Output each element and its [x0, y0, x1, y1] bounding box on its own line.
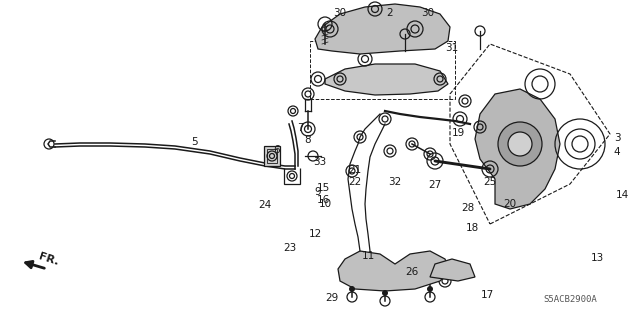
- Text: 8: 8: [305, 135, 311, 145]
- Text: 17: 17: [481, 290, 493, 300]
- Text: 30: 30: [421, 8, 435, 18]
- Text: 12: 12: [308, 229, 322, 239]
- Text: 11: 11: [362, 251, 374, 261]
- Text: 33: 33: [314, 157, 326, 167]
- Text: 7: 7: [297, 123, 303, 133]
- Text: 4: 4: [614, 147, 620, 157]
- Polygon shape: [315, 4, 450, 54]
- Text: 5: 5: [192, 137, 198, 147]
- Circle shape: [349, 286, 355, 292]
- Text: 13: 13: [590, 253, 604, 263]
- Text: 18: 18: [465, 223, 479, 233]
- Text: 14: 14: [616, 190, 628, 200]
- Text: 6: 6: [274, 145, 280, 155]
- Bar: [267, 149, 277, 163]
- Text: 3: 3: [614, 133, 620, 143]
- Bar: [264, 146, 280, 166]
- Polygon shape: [338, 251, 450, 291]
- Text: S5ACB2900A: S5ACB2900A: [543, 294, 597, 303]
- Text: 26: 26: [405, 267, 419, 277]
- Text: 21: 21: [348, 165, 362, 175]
- Circle shape: [382, 290, 388, 296]
- Text: 27: 27: [428, 180, 442, 190]
- Text: 20: 20: [504, 199, 516, 209]
- Polygon shape: [430, 259, 475, 281]
- Circle shape: [498, 122, 542, 166]
- Text: 22: 22: [348, 177, 362, 187]
- Text: 24: 24: [259, 200, 271, 210]
- Bar: [310, 41, 455, 99]
- Text: 15: 15: [316, 183, 330, 193]
- Text: FR.: FR.: [37, 251, 60, 267]
- Circle shape: [427, 286, 433, 292]
- Text: 29: 29: [325, 293, 339, 303]
- Text: 32: 32: [388, 177, 402, 187]
- Circle shape: [508, 132, 532, 156]
- Text: 19: 19: [451, 128, 465, 138]
- Text: 25: 25: [483, 177, 497, 187]
- Polygon shape: [325, 64, 448, 95]
- Text: 2: 2: [387, 8, 394, 18]
- Text: 23: 23: [284, 243, 296, 253]
- Text: 28: 28: [461, 203, 475, 213]
- Text: 16: 16: [316, 195, 330, 205]
- Polygon shape: [475, 89, 560, 209]
- Text: 10: 10: [319, 199, 332, 209]
- Text: 9: 9: [315, 187, 321, 197]
- Text: 31: 31: [445, 43, 459, 53]
- Text: 30: 30: [333, 8, 347, 18]
